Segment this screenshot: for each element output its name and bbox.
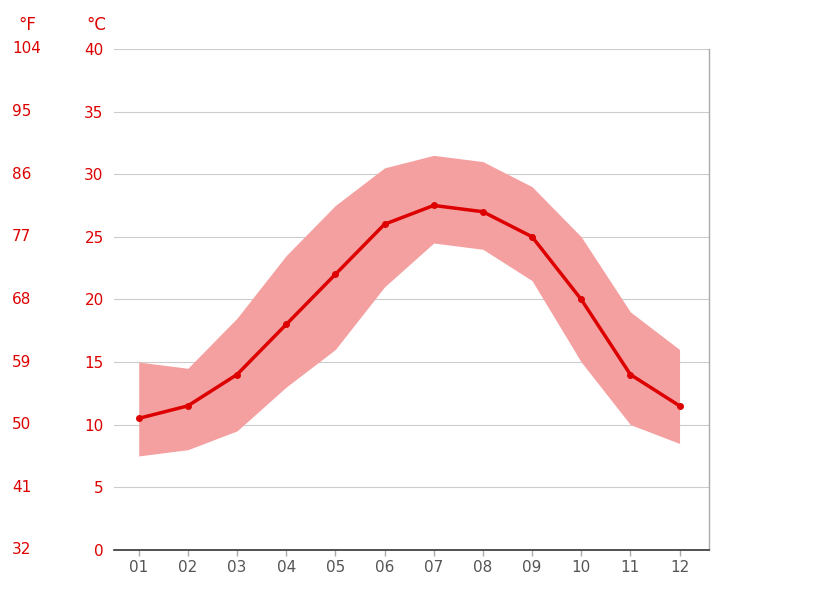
Text: °C: °C (86, 16, 106, 34)
Text: 68: 68 (12, 292, 32, 307)
Text: 59: 59 (12, 354, 32, 370)
Text: 86: 86 (12, 167, 32, 181)
Text: °F: °F (18, 16, 36, 34)
Text: 77: 77 (12, 229, 32, 244)
Text: 95: 95 (12, 104, 32, 119)
Text: 104: 104 (12, 42, 41, 56)
Text: 41: 41 (12, 480, 32, 495)
Text: 50: 50 (12, 417, 32, 432)
Text: 32: 32 (12, 543, 32, 557)
